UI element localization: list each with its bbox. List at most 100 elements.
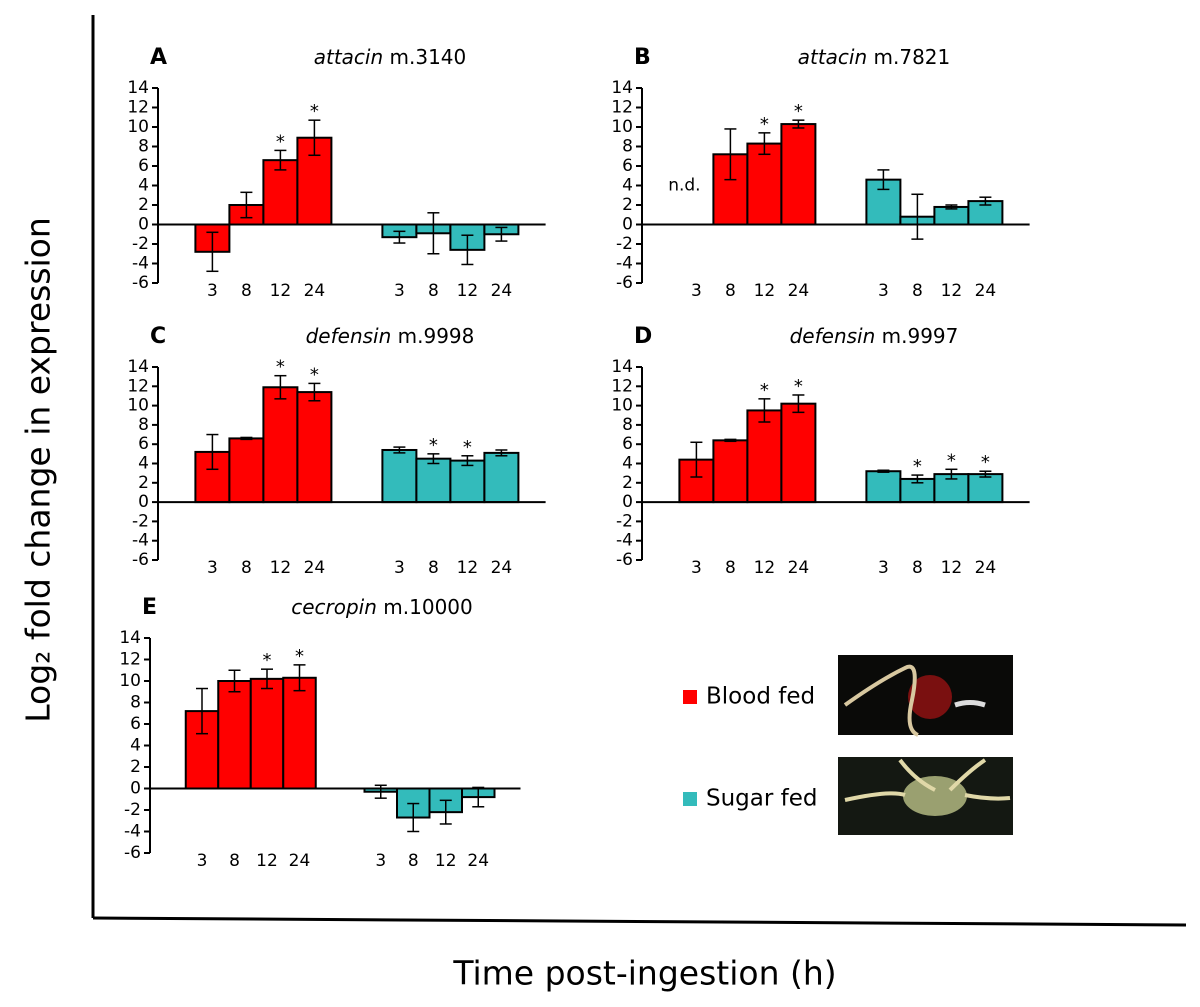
x-tick-label: 3: [878, 558, 889, 578]
x-tick-label: 12: [270, 558, 292, 578]
y-tick-label: 0: [138, 215, 149, 235]
panel-title: attacin m.7821: [798, 45, 951, 69]
gene-name: cecropin: [291, 595, 377, 619]
y-tick-label: 4: [622, 454, 633, 474]
x-tick-label: 12: [754, 558, 776, 578]
bar: [228, 437, 265, 504]
x-tick-label: 8: [241, 558, 252, 578]
model-id: m.3140: [390, 45, 467, 69]
error-bar: [407, 802, 420, 833]
error-bar: [393, 230, 406, 244]
significance-star: *: [463, 437, 472, 458]
y-tick-label: 4: [138, 454, 149, 474]
significance-star: *: [310, 101, 319, 122]
error-bar: [206, 433, 219, 471]
x-tick-label: 24: [788, 558, 810, 578]
legend-label: Sugar fed: [706, 786, 818, 812]
y-tick-label: 8: [130, 693, 141, 713]
significance-star: *: [310, 364, 319, 385]
gene-name: defensin: [790, 324, 876, 348]
bar: [865, 470, 902, 504]
x-tick-label: 12: [270, 281, 292, 301]
x-tick-label: 8: [229, 851, 240, 871]
bar: [483, 451, 520, 504]
error-bar: [495, 449, 508, 457]
legend-label: Blood fed: [706, 684, 815, 710]
y-tick-label: 6: [130, 714, 141, 734]
error-bar: [308, 382, 321, 402]
bar: [780, 402, 817, 504]
error-bar: [792, 394, 805, 414]
panel-title: cecropin m.10000: [291, 595, 473, 619]
bar: [296, 391, 333, 504]
y-tick-label: -6: [132, 550, 149, 570]
legend-swatch: [683, 792, 697, 806]
y-tick-label: 8: [622, 415, 633, 435]
legend-swatch: [683, 690, 697, 704]
y-tick-label: 14: [127, 78, 149, 98]
x-tick-label: 3: [691, 558, 702, 578]
y-tick-label: 0: [622, 215, 633, 235]
x-tick-label: 24: [975, 281, 997, 301]
error-bar: [690, 441, 703, 478]
x-tick-label: 8: [408, 851, 419, 871]
y-tick-label: 10: [611, 396, 633, 416]
error-bar: [461, 455, 474, 467]
error-bar: [228, 669, 241, 693]
y-tick-label: -6: [124, 843, 141, 863]
error-bar: [979, 196, 992, 206]
y-tick-label: -6: [616, 273, 633, 293]
error-bar: [911, 193, 924, 240]
significance-star: *: [947, 450, 956, 471]
y-tick-label: 2: [130, 757, 141, 777]
x-tick-label: 3: [207, 558, 218, 578]
gene-name: attacin: [314, 45, 383, 69]
panel-title: defensin m.9998: [306, 324, 475, 348]
error-bar: [240, 191, 253, 219]
x-tick-label: 24: [304, 281, 326, 301]
y-tick-label: -6: [616, 550, 633, 570]
y-tick-label: 6: [622, 156, 633, 176]
x-tick-label: 24: [788, 281, 810, 301]
y-tick-label: 2: [138, 195, 149, 215]
significance-star: *: [263, 650, 272, 671]
significance-star: *: [760, 380, 769, 401]
x-tick-label: 8: [241, 281, 252, 301]
bar: [746, 409, 783, 504]
model-id: m.9997: [882, 324, 959, 348]
significance-star: *: [429, 435, 438, 456]
model-id: m.7821: [874, 45, 951, 69]
error-bar: [792, 119, 805, 129]
x-tick-label: 3: [691, 281, 702, 301]
error-bar: [979, 470, 992, 478]
bar: [249, 677, 285, 790]
x-tick-label: 12: [256, 851, 278, 871]
y-tick-label: -4: [124, 822, 141, 842]
x-tick-label: 12: [457, 281, 479, 301]
y-tick-label: 14: [611, 357, 633, 377]
error-bar: [945, 204, 958, 210]
error-bar: [240, 436, 253, 441]
y-tick-label: 4: [622, 176, 633, 196]
error-bar: [724, 438, 737, 443]
bar: [967, 473, 1004, 504]
y-tick-label: 10: [119, 671, 141, 691]
error-bar: [427, 453, 440, 465]
x-tick-label: 24: [975, 558, 997, 578]
bar: [449, 459, 486, 504]
error-bar: [439, 799, 452, 825]
y-tick-label: 0: [130, 779, 141, 799]
x-tick-label: 8: [725, 281, 736, 301]
x-tick-label: 3: [394, 558, 405, 578]
error-bar: [758, 132, 771, 156]
y-tick-label: 4: [138, 176, 149, 196]
model-id: m.9998: [398, 324, 475, 348]
y-tick-label: 8: [138, 415, 149, 435]
bar: [712, 439, 749, 504]
y-tick-label: 6: [138, 156, 149, 176]
y-axis-label: Log₂ fold change in expression: [19, 217, 58, 723]
x-tick-label: 8: [428, 558, 439, 578]
x-tick-label: 3: [375, 851, 386, 871]
y-tick-label: -4: [132, 531, 149, 551]
photo-blood: [838, 655, 1013, 737]
